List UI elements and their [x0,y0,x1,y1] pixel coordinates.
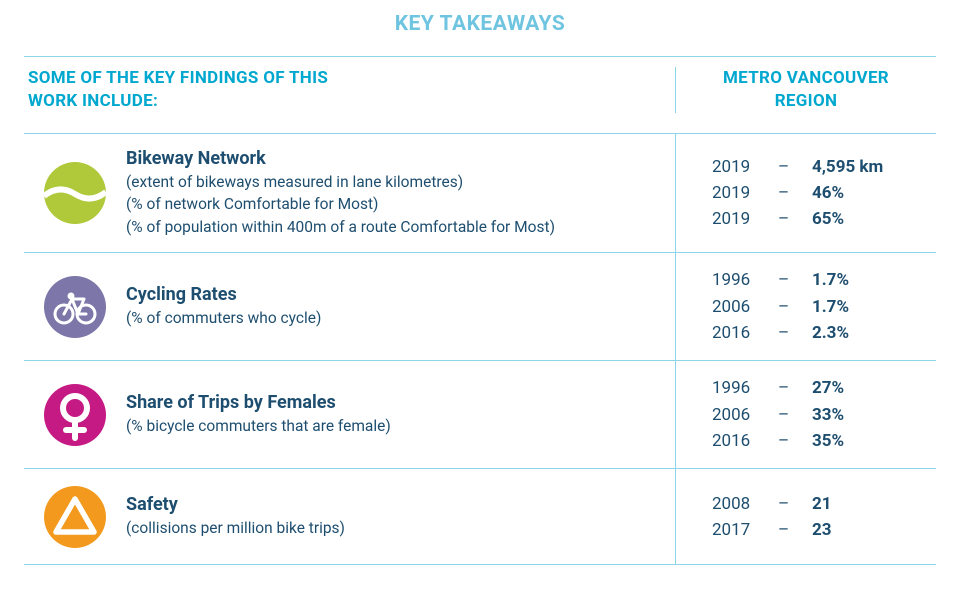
row-title: Safety [126,494,663,515]
row-text: Share of Trips by Females(% bicycle comm… [126,392,663,437]
stat-value: 23 [812,517,832,543]
stat-dash: – [778,267,792,293]
stat-year: 2016 [712,320,758,346]
row-left: Bikeway Network(extent of bikeways measu… [24,134,676,252]
table-row: Safety(collisions per million bike trips… [24,469,936,565]
stat-value: 35% [812,428,844,454]
table-row: Cycling Rates(% of commuters who cycle) 1… [24,253,936,361]
stat-dash: – [778,206,792,232]
stat-year: 2008 [712,491,758,517]
stat-year: 2019 [712,206,758,232]
row-title: Share of Trips by Females [126,392,663,413]
takeaways-table: SOME OF THE KEY FINDINGS OF THIS WORK IN… [24,56,936,565]
row-subtitle: (extent of bikeways measured in lane kil… [126,171,663,193]
stat-dash: – [778,154,792,180]
stat-line: 2016–2.3% [712,320,916,346]
row-right: 1996–27%2006–33%2016–35% [676,361,936,468]
stat-year: 2019 [712,154,758,180]
stat-year: 2019 [712,180,758,206]
stat-value: 1.7% [812,294,849,320]
stat-dash: – [778,517,792,543]
cycling-icon [44,276,106,338]
stat-line: 2017–23 [712,517,916,543]
stat-value: 21 [812,491,832,517]
stat-line: 2006–1.7% [712,294,916,320]
row-subtitle: (% bicycle commuters that are female) [126,415,663,437]
row-subtitle: (% of population within 400m of a route … [126,216,663,238]
row-right: 2019–4,595 km2019–46%2019–65% [676,134,936,252]
stat-line: 2019–4,595 km [712,154,916,180]
stat-line: 2008–21 [712,491,916,517]
row-subtitle: (% of commuters who cycle) [126,307,663,329]
stat-dash: – [778,294,792,320]
stat-dash: – [778,180,792,206]
stat-year: 2017 [712,517,758,543]
row-left: Cycling Rates(% of commuters who cycle) [24,253,676,360]
row-left: Safety(collisions per million bike trips… [24,469,676,564]
header-right-line1: METRO VANCOUVER [723,68,889,88]
row-text: Bikeway Network(extent of bikeways measu… [126,148,663,238]
row-title: Cycling Rates [126,284,663,305]
stat-line: 2019–65% [712,206,916,232]
stat-line: 1996–27% [712,375,916,401]
stat-line: 2016–35% [712,428,916,454]
stat-dash: – [778,402,792,428]
table-header-right: METRO VANCOUVER REGION [676,67,936,113]
row-text: Cycling Rates(% of commuters who cycle) [126,284,663,329]
stat-year: 1996 [712,375,758,401]
row-title: Bikeway Network [126,148,663,169]
page-title: KEY TAKEAWAYS [24,12,936,36]
row-left: Share of Trips by Females(% bicycle comm… [24,361,676,468]
stat-dash: – [778,375,792,401]
stat-dash: – [778,428,792,454]
header-left-line1: SOME OF THE KEY FINDINGS OF THIS [28,68,328,88]
table-header-left: SOME OF THE KEY FINDINGS OF THIS WORK IN… [24,67,676,113]
stat-value: 33% [812,402,844,428]
stat-year: 2016 [712,428,758,454]
stat-value: 46% [812,180,844,206]
stat-year: 2006 [712,402,758,428]
row-right: 2008–212017–23 [676,469,936,564]
row-subtitle: (collisions per million bike trips) [126,517,663,539]
stat-value: 1.7% [812,267,849,293]
stat-line: 2006–33% [712,402,916,428]
table-header-row: SOME OF THE KEY FINDINGS OF THIS WORK IN… [24,56,936,134]
stat-value: 2.3% [812,320,849,346]
header-left-line2: WORK INCLUDE: [28,91,158,111]
table-row: Bikeway Network(extent of bikeways measu… [24,134,936,253]
row-subtitle: (% of network Comfortable for Most) [126,193,663,215]
safety-icon [44,486,106,548]
table-row: Share of Trips by Females(% bicycle comm… [24,361,936,469]
stat-value: 27% [812,375,844,401]
stat-dash: – [778,491,792,517]
row-text: Safety(collisions per million bike trips… [126,494,663,539]
bikeway-icon [44,162,106,224]
stat-value: 4,595 km [812,154,883,180]
stat-line: 1996–1.7% [712,267,916,293]
stat-year: 2006 [712,294,758,320]
row-right: 1996–1.7%2006–1.7%2016–2.3% [676,253,936,360]
header-right-line2: REGION [775,91,838,111]
stat-value: 65% [812,206,844,232]
female-icon [44,384,106,446]
stat-line: 2019–46% [712,180,916,206]
stat-dash: – [778,320,792,346]
stat-year: 1996 [712,267,758,293]
